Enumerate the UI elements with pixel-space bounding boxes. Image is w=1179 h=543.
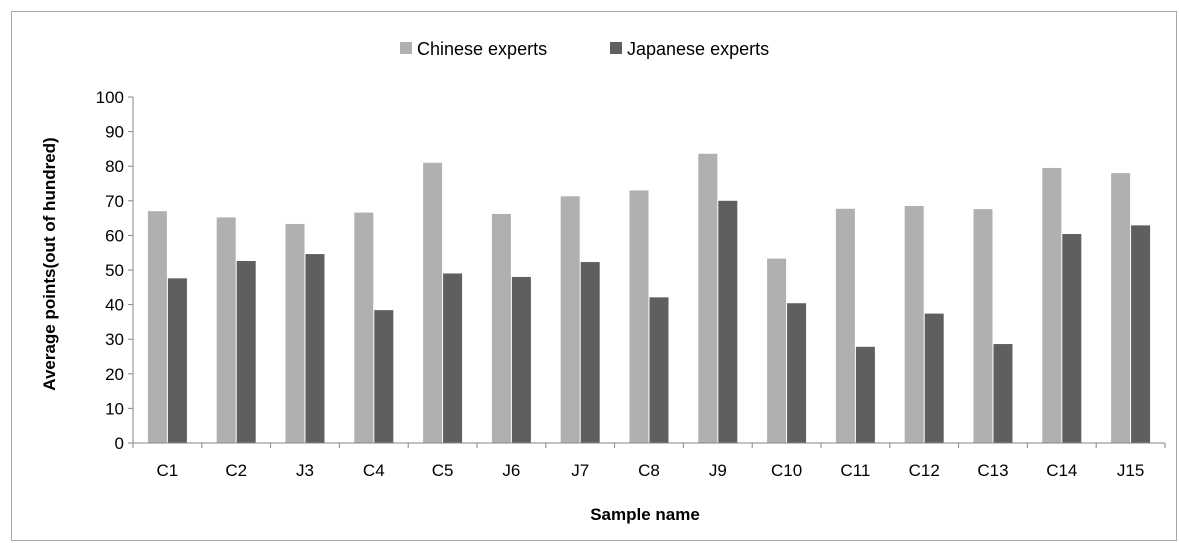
bar-chinese-j15 <box>1111 173 1131 443</box>
y-tick-label: 0 <box>115 434 124 453</box>
x-tick-label: C8 <box>638 461 660 480</box>
bar-chinese-j6 <box>491 213 511 443</box>
bar-japanese-c14 <box>1062 234 1082 443</box>
x-tick-label: J15 <box>1117 461 1144 480</box>
x-tick-label: C11 <box>840 461 870 480</box>
x-tick-label: C4 <box>363 461 385 480</box>
x-tick-label: C2 <box>225 461 247 480</box>
legend-label-chinese: Chinese experts <box>417 39 547 59</box>
bar-japanese-c5 <box>443 273 463 443</box>
bar-japanese-c8 <box>649 297 669 443</box>
bar-japanese-j9 <box>718 200 738 443</box>
bar-chinese-c8 <box>629 190 649 443</box>
legend: Chinese experts Japanese experts <box>400 39 769 59</box>
x-tick-label: C14 <box>1046 461 1077 480</box>
x-tick-label: C10 <box>771 461 802 480</box>
bar-japanese-j3 <box>305 254 325 443</box>
bar-japanese-c2 <box>236 261 256 443</box>
bar-chinese-c2 <box>216 217 236 443</box>
bar-chinese-j3 <box>285 223 305 443</box>
y-tick-label: 60 <box>105 226 124 245</box>
y-tick-label: 40 <box>105 296 124 315</box>
bar-chinese-c14 <box>1042 167 1062 443</box>
y-tick-label: 30 <box>105 330 124 349</box>
bar-japanese-j6 <box>511 276 531 443</box>
y-tick-label: 20 <box>105 365 124 384</box>
x-axis-title: Sample name <box>590 505 700 524</box>
x-tick-label: C1 <box>157 461 179 480</box>
bar-chinese-c5 <box>423 162 443 444</box>
bar-japanese-c4 <box>374 310 394 443</box>
bar-chinese-c11 <box>835 208 855 443</box>
y-tick-label: 70 <box>105 192 124 211</box>
x-tick-label: J6 <box>502 461 520 480</box>
y-axis-title: Average points(out of hundred) <box>40 137 59 390</box>
bar-japanese-c13 <box>993 344 1013 443</box>
x-tick-label: J9 <box>709 461 727 480</box>
legend-swatch-chinese <box>400 42 412 54</box>
y-axis-ticks: 0 10 20 30 40 50 60 70 80 90 100 <box>96 88 133 453</box>
bar-japanese-c11 <box>855 346 875 443</box>
axes <box>132 97 1165 444</box>
bar-chinese-c13 <box>973 209 993 443</box>
x-tick-label: J3 <box>296 461 314 480</box>
bar-japanese-c10 <box>787 303 807 443</box>
x-tick-label: C5 <box>432 461 454 480</box>
legend-swatch-japanese <box>610 42 622 54</box>
bar-japanese-c1 <box>167 278 187 443</box>
y-tick-label: 90 <box>105 123 124 142</box>
x-tick-label: J7 <box>571 461 589 480</box>
bar-chinese-c12 <box>904 205 924 443</box>
x-tick-label: C13 <box>977 461 1008 480</box>
legend-label-japanese: Japanese experts <box>627 39 769 59</box>
bar-japanese-j15 <box>1131 225 1151 443</box>
bar-chinese-c1 <box>147 211 167 443</box>
bars <box>147 153 1151 444</box>
x-tick-label: C12 <box>909 461 940 480</box>
y-tick-label: 50 <box>105 261 124 280</box>
chart-frame <box>11 11 1177 541</box>
bar-japanese-c12 <box>924 313 944 443</box>
x-axis-ticks: C1 C2 J3 C4 C5 J6 J7 C8 J9 C10 C11 C12 C13 C14 J15 <box>132 443 1166 480</box>
y-tick-label: 100 <box>96 88 124 107</box>
bar-japanese-j7 <box>580 262 600 443</box>
bar-chinese-c10 <box>767 258 787 443</box>
bar-chinese-j7 <box>560 196 580 443</box>
bar-chinese-j9 <box>698 153 718 443</box>
y-tick-label: 80 <box>105 157 124 176</box>
y-tick-label: 10 <box>105 399 124 418</box>
bar-chinese-c4 <box>354 212 374 443</box>
